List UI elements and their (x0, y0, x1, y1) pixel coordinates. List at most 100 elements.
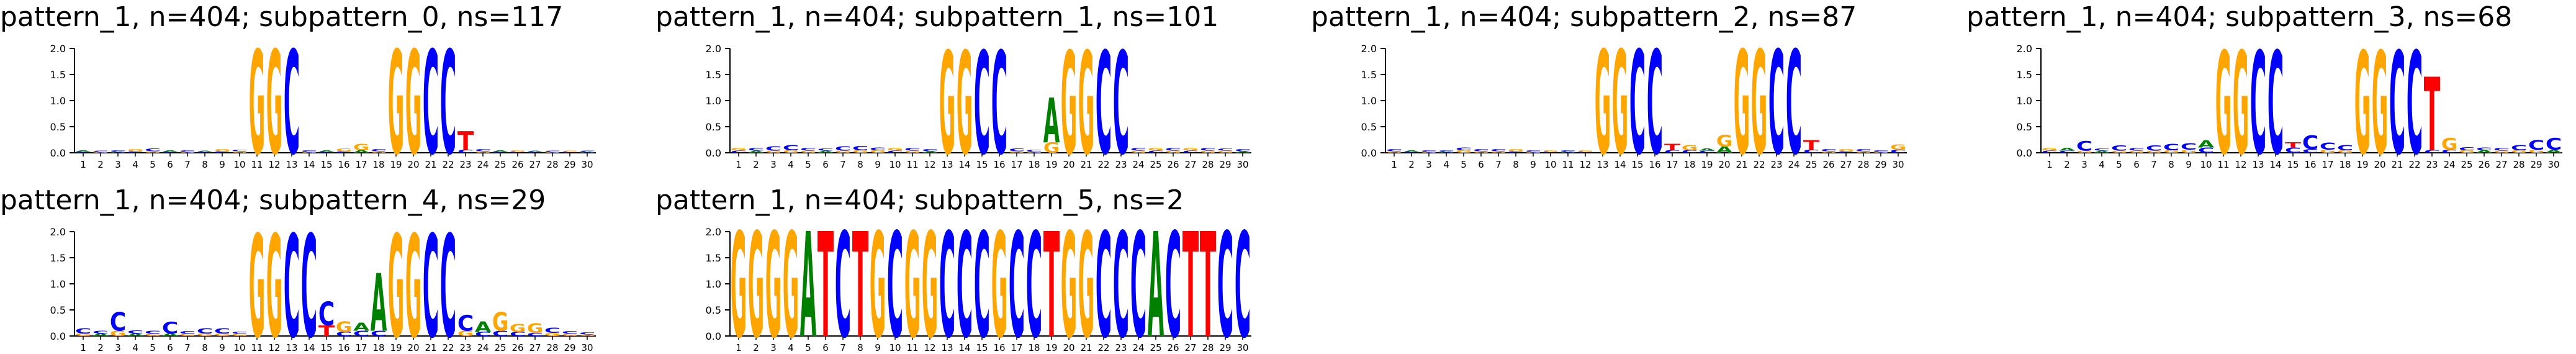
logo-letter-G: G (765, 203, 781, 354)
x-tick-label: 17 (355, 159, 367, 170)
logo-letter-C: C (991, 24, 1007, 186)
logo-letter-A: A (475, 319, 492, 336)
logo-letter-A: A (2198, 138, 2215, 150)
logo-letter-G: G (1577, 150, 1593, 152)
logo-letter-G: G (1716, 132, 1732, 150)
x-tick-label: 12 (924, 342, 935, 353)
x-tick-label: 5 (1461, 159, 1467, 170)
logo-letter-C: C (1130, 148, 1146, 152)
logo-letter-G: G (1078, 24, 1094, 186)
logo-letter-G: G (1200, 150, 1216, 153)
logo-letter-C: C (1217, 203, 1233, 354)
x-tick-label: 24 (1132, 159, 1144, 170)
x-tick-label: 7 (840, 342, 846, 353)
x-tick-label: 12 (268, 342, 280, 353)
x-tick-label: 27 (529, 342, 541, 353)
x-tick-label: 27 (1184, 159, 1196, 170)
logo-letter-C: C (1473, 148, 1489, 152)
logo-letter-G: G (1682, 143, 1698, 152)
x-tick-label: 1 (736, 159, 742, 170)
logo-letter-A: A (1716, 145, 1732, 155)
logo-letter-G: G (336, 319, 352, 336)
logo-letter-C: C (475, 148, 491, 152)
logo-letter-C: C (527, 332, 543, 337)
x-tick-label: 9 (219, 159, 225, 170)
logo-letter-C: C (510, 152, 526, 153)
logo-letter-T: T (1182, 203, 1199, 354)
logo-letter-C: C (939, 203, 955, 354)
x-tick-label: 25 (1150, 159, 1161, 170)
logo-letter-G: G (145, 151, 161, 153)
y-tick-label: 0.0 (1361, 147, 1377, 159)
logo-letter-G: G (179, 334, 196, 337)
logo-letter-C: C (1113, 203, 1129, 354)
logo-letter-A: A (162, 150, 179, 152)
x-tick-label: 8 (202, 159, 208, 170)
logo-letter-C: C (2181, 142, 2197, 152)
logo-letter-C: C (301, 207, 317, 354)
logo-letter-C: C (110, 308, 126, 337)
logo-letter-C: C (232, 149, 248, 152)
x-tick-label: 14 (958, 159, 970, 170)
logo-letter-A: A (318, 150, 335, 152)
logo-letter-G: G (492, 308, 508, 337)
x-tick-label: 22 (1753, 159, 1765, 170)
x-tick-label: 20 (2374, 159, 2385, 170)
logo-letter-C: C (284, 207, 300, 354)
x-tick-label: 7 (184, 342, 191, 353)
logo-letter-C: C (336, 151, 352, 153)
logo-letter-T: T (2285, 141, 2301, 150)
logo-letter-C: C (1456, 147, 1472, 152)
logo-letter-C: C (1577, 152, 1593, 153)
logo-letter-A: A (2059, 148, 2075, 152)
logo-letter-C: C (162, 152, 178, 153)
logo-letter-C: C (1873, 150, 1889, 152)
logo-letter-C: C (1165, 148, 1181, 152)
x-tick-label: 8 (857, 342, 863, 353)
logo-letter-G: G (301, 152, 317, 153)
x-tick-label: 14 (2269, 159, 2281, 170)
x-tick-label: 14 (303, 159, 315, 170)
logo-letter-C: C (457, 311, 474, 336)
logo-letter-C: C (1130, 203, 1146, 354)
x-tick-label: 3 (115, 159, 121, 170)
logo-letter-G: G (800, 150, 816, 153)
x-tick-label: 3 (1426, 159, 1432, 170)
x-tick-label: 27 (529, 159, 541, 170)
logo-letter-C: C (852, 145, 868, 152)
logo-letter-C: C (440, 21, 456, 186)
x-tick-label: 26 (1167, 342, 1179, 353)
panel-title: pattern_1, n=404; subpattern_0, ns=117 (0, 1, 563, 33)
logo-letter-C: C (2059, 150, 2075, 153)
logo-letter-G: G (249, 21, 265, 186)
logo-letter-C: C (510, 331, 526, 338)
x-tick-label: 10 (233, 159, 245, 170)
logo-letter-G: G (1873, 152, 1889, 153)
logo-letter-G: G (2441, 135, 2457, 153)
logo-letter-T: T (318, 323, 335, 340)
logo-letter-A: A (92, 333, 109, 337)
logo-letter-G: G (92, 152, 109, 153)
logo-letter-A: A (353, 321, 370, 334)
logo-letter-A: A (922, 151, 939, 153)
logo-letter-C: C (145, 148, 161, 152)
panel-title: pattern_1, n=404; subpattern_3, ns=68 (1966, 1, 2512, 33)
logo-letter-C: C (75, 152, 91, 153)
x-tick-label: 19 (1045, 159, 1057, 170)
x-tick-label: 23 (459, 159, 471, 170)
x-tick-label: 29 (1875, 159, 1886, 170)
logo-letter-G: G (1595, 21, 1611, 186)
x-tick-label: 11 (906, 342, 918, 353)
logo-letter-T: T (852, 203, 868, 354)
logo-letter-C: C (887, 203, 903, 354)
logo-letter-C: C (1148, 150, 1164, 153)
x-tick-label: 4 (788, 159, 794, 170)
logo-letter-G: G (214, 148, 230, 152)
y-tick-label: 0.5 (706, 304, 721, 316)
x-tick-label: 17 (2322, 159, 2333, 170)
logo-letter-G: G (1043, 140, 1060, 157)
x-tick-label: 29 (564, 342, 575, 353)
logo-panel: pattern_1, n=404; subpattern_0, ns=117 0.… (0, 1, 596, 186)
x-tick-label: 16 (338, 342, 349, 353)
logo-panel: pattern_1, n=404; subpattern_3, ns=68 0.0… (1966, 1, 2562, 186)
